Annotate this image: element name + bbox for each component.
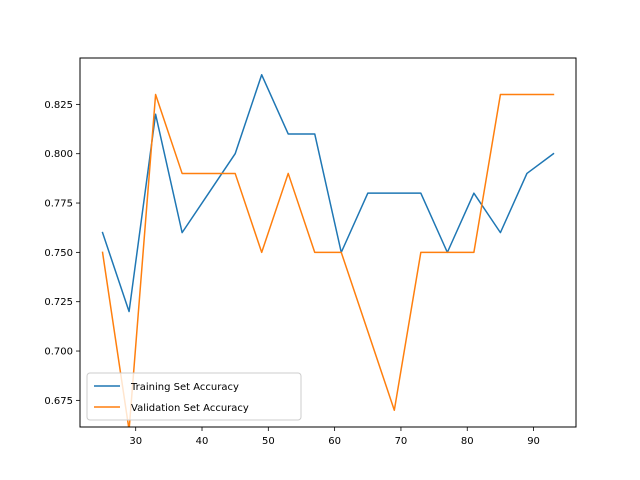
x-tick-label: 80 xyxy=(461,436,474,447)
legend-label-training: Training Set Accuracy xyxy=(130,382,239,393)
y-tick-label: 0.725 xyxy=(44,297,73,308)
series-line-training xyxy=(101,74,555,313)
legend: Training Set Accuracy Validation Set Acc… xyxy=(86,372,302,421)
plot-area-frame xyxy=(79,57,577,428)
x-tick-label: 40 xyxy=(196,436,209,447)
series-layer xyxy=(101,74,555,427)
x-tick-label: 50 xyxy=(262,436,275,447)
y-tick-label: 0.675 xyxy=(44,396,73,407)
legend-label-validation: Validation Set Accuracy xyxy=(131,403,249,414)
series-line-validation xyxy=(101,93,555,427)
x-tick-label: 30 xyxy=(129,436,142,447)
x-tick-label: 70 xyxy=(395,436,408,447)
y-tick-label: 0.750 xyxy=(44,248,73,259)
x-tick-label: 60 xyxy=(328,436,341,447)
legend-box xyxy=(86,372,302,421)
y-axis: 0.675 0.700 0.725 0.750 0.775 0.800 0.825 xyxy=(44,100,80,407)
y-tick-label: 0.800 xyxy=(44,149,73,160)
x-axis: 30 40 50 60 70 80 90 xyxy=(129,427,540,447)
y-tick-label: 0.700 xyxy=(44,347,73,358)
y-tick-label: 0.825 xyxy=(44,100,73,111)
y-tick-label: 0.775 xyxy=(44,199,73,210)
x-tick-label: 90 xyxy=(527,436,540,447)
